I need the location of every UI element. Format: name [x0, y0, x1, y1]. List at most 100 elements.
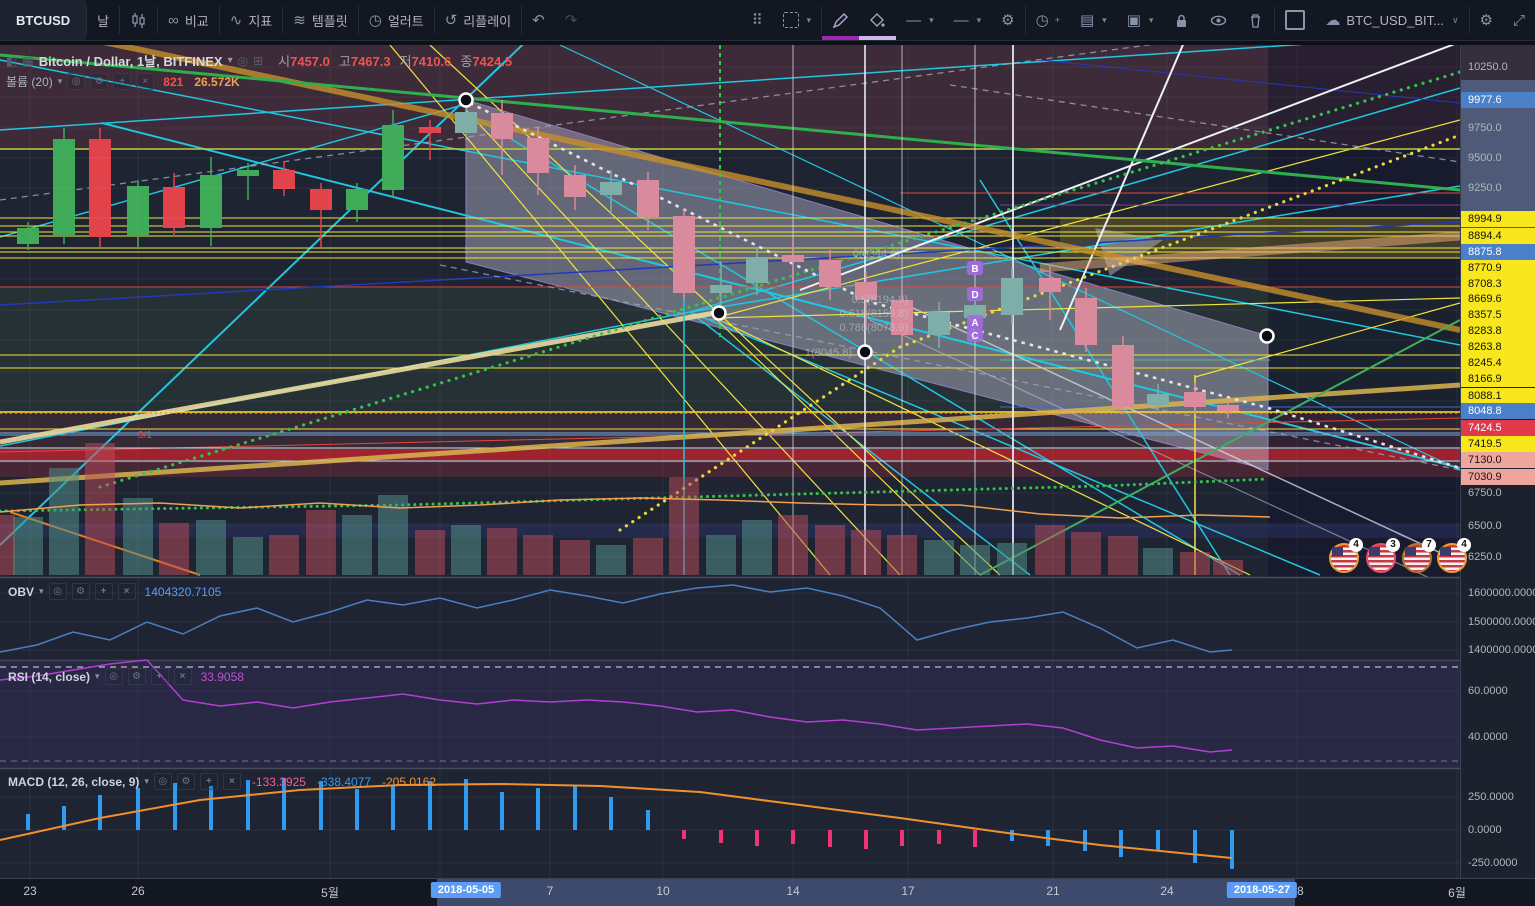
hide-drawings-button[interactable]	[1200, 0, 1237, 40]
trend-line[interactable]	[439, 264, 1460, 471]
pattern-point-badge[interactable]	[967, 315, 983, 329]
obv-title[interactable]: OBV	[8, 584, 35, 599]
toolbar-drag-handle[interactable]: ⠿	[742, 0, 773, 40]
fullscreen-button[interactable]: ⤢	[1503, 0, 1535, 40]
obv-settings-icon[interactable]: ⚙	[71, 583, 90, 600]
trend-line[interactable]	[0, 45, 1460, 333]
price-axis[interactable]: 10250.0 9977.6 9750.0 9500.0 9250.0 8994.9 889…	[1460, 45, 1535, 906]
rsi-eye-icon[interactable]: ◎	[104, 668, 123, 685]
trend-line[interactable]	[465, 111, 1241, 576]
volume-value: 821	[163, 74, 184, 89]
obv-eye-icon[interactable]: ◎	[48, 583, 67, 600]
volume-study-title[interactable]: 볼륨 (20)	[6, 75, 53, 89]
trend-line[interactable]	[714, 317, 981, 576]
obv-add-icon[interactable]: +	[94, 583, 113, 600]
volume-close-icon[interactable]: ×	[136, 73, 155, 90]
dotted-trend-line[interactable]	[469, 101, 1460, 470]
date-range-badge[interactable]: 2018-05-27	[1226, 882, 1298, 898]
economic-event-flag[interactable]: 4	[1437, 538, 1471, 573]
clone-button[interactable]: ▣ ▾	[1126, 11, 1154, 29]
lock-drawings-button[interactable]	[1163, 0, 1200, 40]
trend-line[interactable]	[949, 84, 1460, 163]
dotted-trend-line[interactable]	[98, 70, 1460, 489]
pattern-point-badge[interactable]	[967, 328, 983, 342]
trend-line[interactable]	[0, 45, 1460, 131]
volume-add-icon[interactable]: +	[113, 73, 132, 90]
line-style-button-1[interactable]: — ▾	[906, 11, 934, 29]
trend-line[interactable]	[689, 87, 1460, 313]
trend-line[interactable]	[714, 317, 1251, 576]
layout-select-button[interactable]: ☁ BTC_USD_BIT... ∨	[1325, 11, 1459, 29]
drawing-anchor-marker[interactable]	[711, 305, 727, 321]
rsi-title[interactable]: RSI (14, close)	[8, 669, 91, 684]
trend-line[interactable]	[1059, 45, 1185, 331]
selection-tool-button[interactable]: ▾	[773, 0, 822, 40]
macd-title[interactable]: MACD (12, 26, close, 9)	[8, 774, 140, 789]
trend-line[interactable]	[389, 45, 831, 576]
pattern-point-badge[interactable]	[967, 287, 983, 301]
drawing-anchor-marker[interactable]	[857, 344, 873, 360]
trend-line[interactable]	[0, 59, 1460, 346]
chart-properties-button[interactable]: ⚙	[1470, 0, 1503, 40]
replay-button[interactable]: ↺ 리플레이	[444, 11, 512, 29]
remove-drawings-button[interactable]	[1237, 0, 1274, 40]
chart-canvas[interactable]: 0(8344.0) 0.5(8194.9) 0.618(8159.8) 0.786(8…	[0, 45, 1460, 878]
drawing-anchor-marker[interactable]	[458, 92, 474, 108]
macd-settings-icon[interactable]: ⚙	[176, 773, 195, 790]
add-alert-button[interactable]: ◷ +	[1035, 11, 1060, 29]
compare-button[interactable]: ∞ 비교	[168, 11, 209, 29]
symbol-title[interactable]: Bitcoin / Dollar, 1날, BITFINEX	[38, 54, 223, 69]
indicators-button[interactable]: ∿ 지표	[229, 11, 273, 29]
trend-line[interactable]	[1194, 302, 1460, 378]
dotted-trend-line[interactable]	[618, 133, 1460, 532]
dashed-select-icon	[782, 12, 799, 28]
chart-type-button[interactable]	[120, 0, 157, 40]
draw-pencil-button[interactable]	[822, 0, 859, 40]
rsi-settings-icon[interactable]: ⚙	[127, 668, 146, 685]
economic-event-flag[interactable]: 4	[1329, 538, 1363, 573]
macd-eye-icon[interactable]: ◎	[153, 773, 172, 790]
economic-event-flag[interactable]: 3	[1366, 538, 1400, 573]
macd-add-icon[interactable]: +	[199, 773, 218, 790]
volume-settings-icon[interactable]: ⚙	[90, 73, 109, 90]
date-range-badge[interactable]: 2018-05-05	[430, 882, 502, 898]
dotted-trend-line[interactable]	[0, 477, 1270, 513]
symbol-caret-icon[interactable]: ▾	[227, 55, 233, 66]
trend-line[interactable]	[689, 311, 1031, 576]
event-count-badge: 3	[1386, 538, 1400, 552]
macd-close-icon[interactable]: ×	[222, 773, 241, 790]
alerts-button[interactable]: ◷ 얼러트	[368, 11, 424, 29]
line-style-button-2[interactable]: — ▾	[953, 11, 982, 29]
pattern-point-badge[interactable]	[967, 261, 983, 275]
fill-bucket-button[interactable]	[859, 0, 896, 40]
trend-line[interactable]	[0, 45, 1185, 201]
legend-eye-icon[interactable]: ◎	[237, 53, 249, 68]
trend-line[interactable]	[979, 179, 1231, 576]
undo-button[interactable]: ↶	[522, 0, 555, 40]
interval-button[interactable]: 날	[97, 13, 110, 29]
trend-line[interactable]	[0, 221, 1460, 306]
legend-more-icon[interactable]: ⊞	[253, 53, 264, 68]
trend-line[interactable]	[1039, 59, 1460, 104]
obv-close-icon[interactable]: ×	[117, 583, 136, 600]
economic-event-flag[interactable]: 7	[1402, 538, 1436, 573]
snapshot-button[interactable]	[1275, 0, 1315, 40]
rsi-close-icon[interactable]: ×	[173, 668, 192, 685]
time-axis[interactable]: 23265월471014172124286월2018-05-052018-05-…	[0, 878, 1535, 906]
trend-line[interactable]	[899, 301, 1460, 563]
macd-bar	[98, 795, 102, 830]
rsi-add-icon[interactable]: +	[150, 668, 169, 685]
redo-button[interactable]: ↷	[555, 0, 588, 40]
object-tree-button[interactable]: ▤ ▾	[1079, 11, 1107, 29]
drawing-anchor-marker[interactable]	[1259, 328, 1275, 344]
symbol-button[interactable]: BTCUSD	[0, 0, 87, 40]
templates-button[interactable]: ≋ 템플릿	[293, 11, 348, 29]
trend-line[interactable]	[1039, 231, 1460, 273]
volume-eye-icon[interactable]: ◎	[67, 73, 86, 90]
pane-menu-icon[interactable]: ◧	[6, 53, 18, 68]
drawing-settings-button[interactable]: ⚙	[991, 0, 1024, 40]
trend-line[interactable]	[0, 53, 1460, 192]
pane-maximize-icon[interactable]: ▦	[22, 53, 34, 68]
volume-bar	[415, 530, 445, 575]
trend-line[interactable]	[0, 382, 1460, 486]
